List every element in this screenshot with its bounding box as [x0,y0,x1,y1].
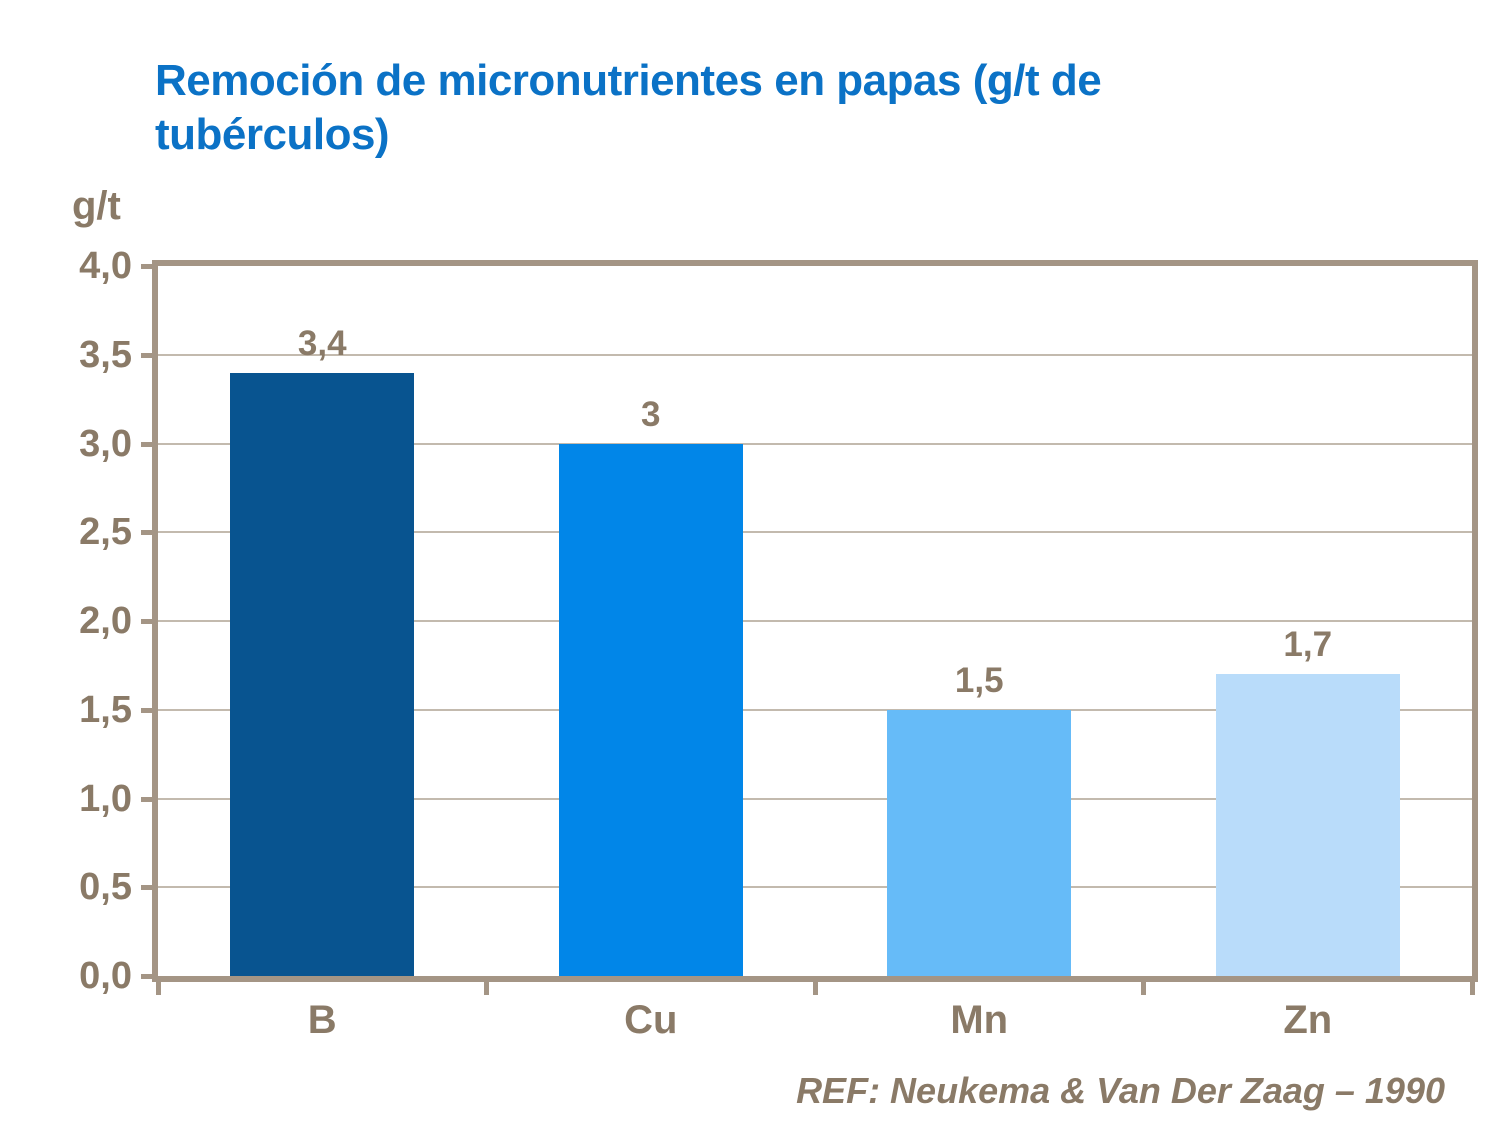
gridline [158,620,1472,622]
y-tick-label: 0,5 [79,866,132,909]
y-axis-unit-label: g/t [72,184,121,228]
bar-cu [558,443,743,976]
page-title-line-1: Remoción de micronutrientes en papas (g/… [155,56,1102,105]
x-tick [812,982,818,995]
category-label-zn: Zn [1283,998,1333,1042]
y-tick [141,441,152,447]
category-label-mn: Mn [950,998,1009,1042]
bar-b [230,372,415,976]
gridline [158,708,1472,711]
bar-value-label: 1,5 [954,660,1004,700]
y-tick [141,885,152,891]
y-tick-label: 4,0 [79,245,132,287]
y-tick [141,796,152,802]
y-tick-label: 1,0 [79,777,132,820]
page-title-line-2: tubérculos) [155,109,390,159]
category-label-b: B [307,998,337,1042]
y-tick [141,619,152,624]
page-title: Remoción de micronutrientes en papas (g/… [155,54,1335,161]
gridline [158,886,1472,889]
bar-value-label: 1,7 [1283,625,1333,665]
bar-mn [887,709,1072,976]
gridline [158,797,1472,800]
gridline [158,531,1472,534]
x-tick [1469,982,1475,995]
y-tick [141,974,152,979]
bar-value-label: 3 [641,394,661,434]
chart-plot-area: 3,4 3 1,5 1,7 [152,260,1478,982]
y-tick [141,530,152,536]
y-tick-label: 1,5 [79,688,132,731]
y-tick-label: 3,0 [79,422,132,465]
bar-zn [1215,674,1400,976]
category-label-cu: Cu [624,998,678,1042]
y-tick-label: 3,5 [79,333,132,376]
y-tick-label: 2,0 [79,600,132,642]
x-tick [155,982,161,995]
y-tick [141,264,152,269]
gridline [158,442,1472,445]
y-tick [141,707,152,713]
gridline [158,353,1472,356]
x-tick [484,982,489,995]
reference-text: REF: Neukema & Van Der Zaag – 1990 [796,1070,1445,1111]
y-tick-label: 0,0 [79,955,132,997]
y-tick [141,352,152,358]
bar-value-label: 3,4 [297,323,347,363]
y-tick-label: 2,5 [79,511,132,554]
x-tick [1141,982,1146,995]
